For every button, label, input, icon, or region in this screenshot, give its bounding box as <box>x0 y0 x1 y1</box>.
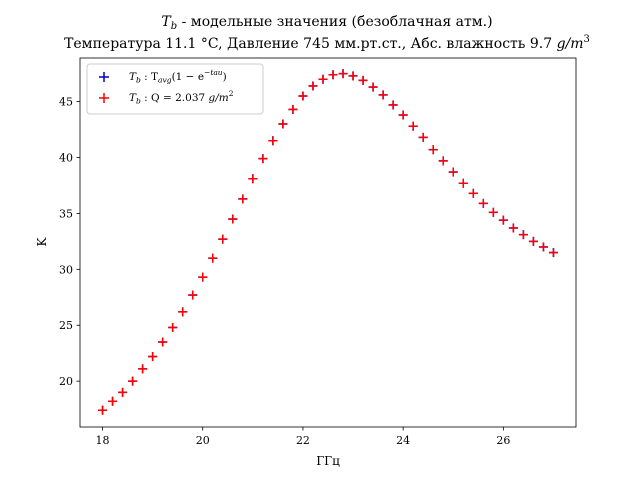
data-point-series-2 <box>288 104 298 114</box>
y-tick-label: 30 <box>59 263 73 276</box>
data-point-series-2 <box>168 322 178 332</box>
data-point-series-2 <box>358 75 368 85</box>
data-point-series-2 <box>298 91 308 101</box>
data-point-series-2 <box>488 207 498 217</box>
x-axis-label: ГГц <box>316 454 340 468</box>
y-axis-ticks: 20 25 30 35 40 45 <box>59 96 80 388</box>
data-point-series-2 <box>98 405 108 415</box>
data-point-series-2 <box>308 81 318 91</box>
y-axis-label: K <box>35 236 49 246</box>
data-point-series-2 <box>518 230 528 240</box>
data-point-series-2 <box>548 248 558 258</box>
data-point-series-2 <box>218 234 228 244</box>
data-point-series-2 <box>158 337 168 347</box>
data-point-series-2 <box>238 194 248 204</box>
legend-label-series-2: Tb : Q = 2.037 g/m2 <box>129 89 234 106</box>
chart-title: Tb - модельные значения (безоблачная атм… <box>161 14 492 32</box>
x-tick-label: 24 <box>396 434 410 447</box>
legend-marker-series-1 <box>99 72 109 82</box>
data-point-series-2 <box>118 387 128 397</box>
data-point-series-2 <box>408 121 418 131</box>
data-points <box>98 69 558 415</box>
data-point-series-2 <box>148 352 158 362</box>
data-point-series-2 <box>438 156 448 166</box>
data-point-series-2 <box>138 364 148 374</box>
data-point-series-2 <box>448 167 458 177</box>
legend: Tb : Tavg(1 − e−tau) Tb : Q = 2.037 g/m2 <box>86 63 264 115</box>
data-point-series-2 <box>108 396 118 406</box>
x-tick-label: 22 <box>296 434 310 447</box>
data-point-series-2 <box>328 70 338 80</box>
legend-box <box>86 63 264 115</box>
x-tick-label: 20 <box>196 434 210 447</box>
x-tick-label: 18 <box>96 434 110 447</box>
data-point-series-2 <box>498 215 508 225</box>
y-tick-label: 45 <box>59 96 73 109</box>
data-point-series-2 <box>508 223 518 233</box>
data-point-series-2 <box>398 110 408 120</box>
data-point-series-2 <box>418 132 428 142</box>
data-point-series-2 <box>478 198 488 208</box>
y-tick-label: 40 <box>59 152 73 165</box>
data-point-series-2 <box>128 376 138 386</box>
y-tick-label: 35 <box>59 207 73 220</box>
y-tick-label: 20 <box>59 375 73 388</box>
data-point-series-2 <box>268 136 278 146</box>
data-point-series-2 <box>538 242 548 252</box>
data-point-series-2 <box>278 119 288 129</box>
data-point-series-2 <box>258 154 268 164</box>
data-point-series-2 <box>428 145 438 155</box>
plot-area <box>79 57 577 428</box>
data-point-series-2 <box>368 82 378 92</box>
data-point-series-2 <box>178 307 188 317</box>
data-point-series-2 <box>458 178 468 188</box>
data-point-series-2 <box>468 188 478 198</box>
x-tick-label: 26 <box>496 434 510 447</box>
data-point-series-2 <box>338 69 348 79</box>
data-point-series-2 <box>248 174 258 184</box>
data-point-series-2 <box>318 74 328 84</box>
x-axis-ticks: 18 20 22 24 26 <box>96 427 510 447</box>
data-point-series-2 <box>198 272 208 282</box>
legend-marker-series-2 <box>99 93 109 103</box>
data-point-series-2 <box>208 253 218 263</box>
data-point-series-2 <box>388 100 398 110</box>
y-tick-label: 25 <box>59 319 73 332</box>
data-point-series-2 <box>348 71 358 81</box>
data-point-series-2 <box>188 290 198 300</box>
legend-label-series-1: Tb : Tavg(1 − e−tau) <box>129 68 227 85</box>
data-point-series-2 <box>528 236 538 246</box>
data-point-series-2 <box>378 90 388 100</box>
chart-subtitle: Температура 11.1 °C, Давление 745 мм.рт.… <box>64 34 590 52</box>
data-point-series-2 <box>228 214 238 224</box>
